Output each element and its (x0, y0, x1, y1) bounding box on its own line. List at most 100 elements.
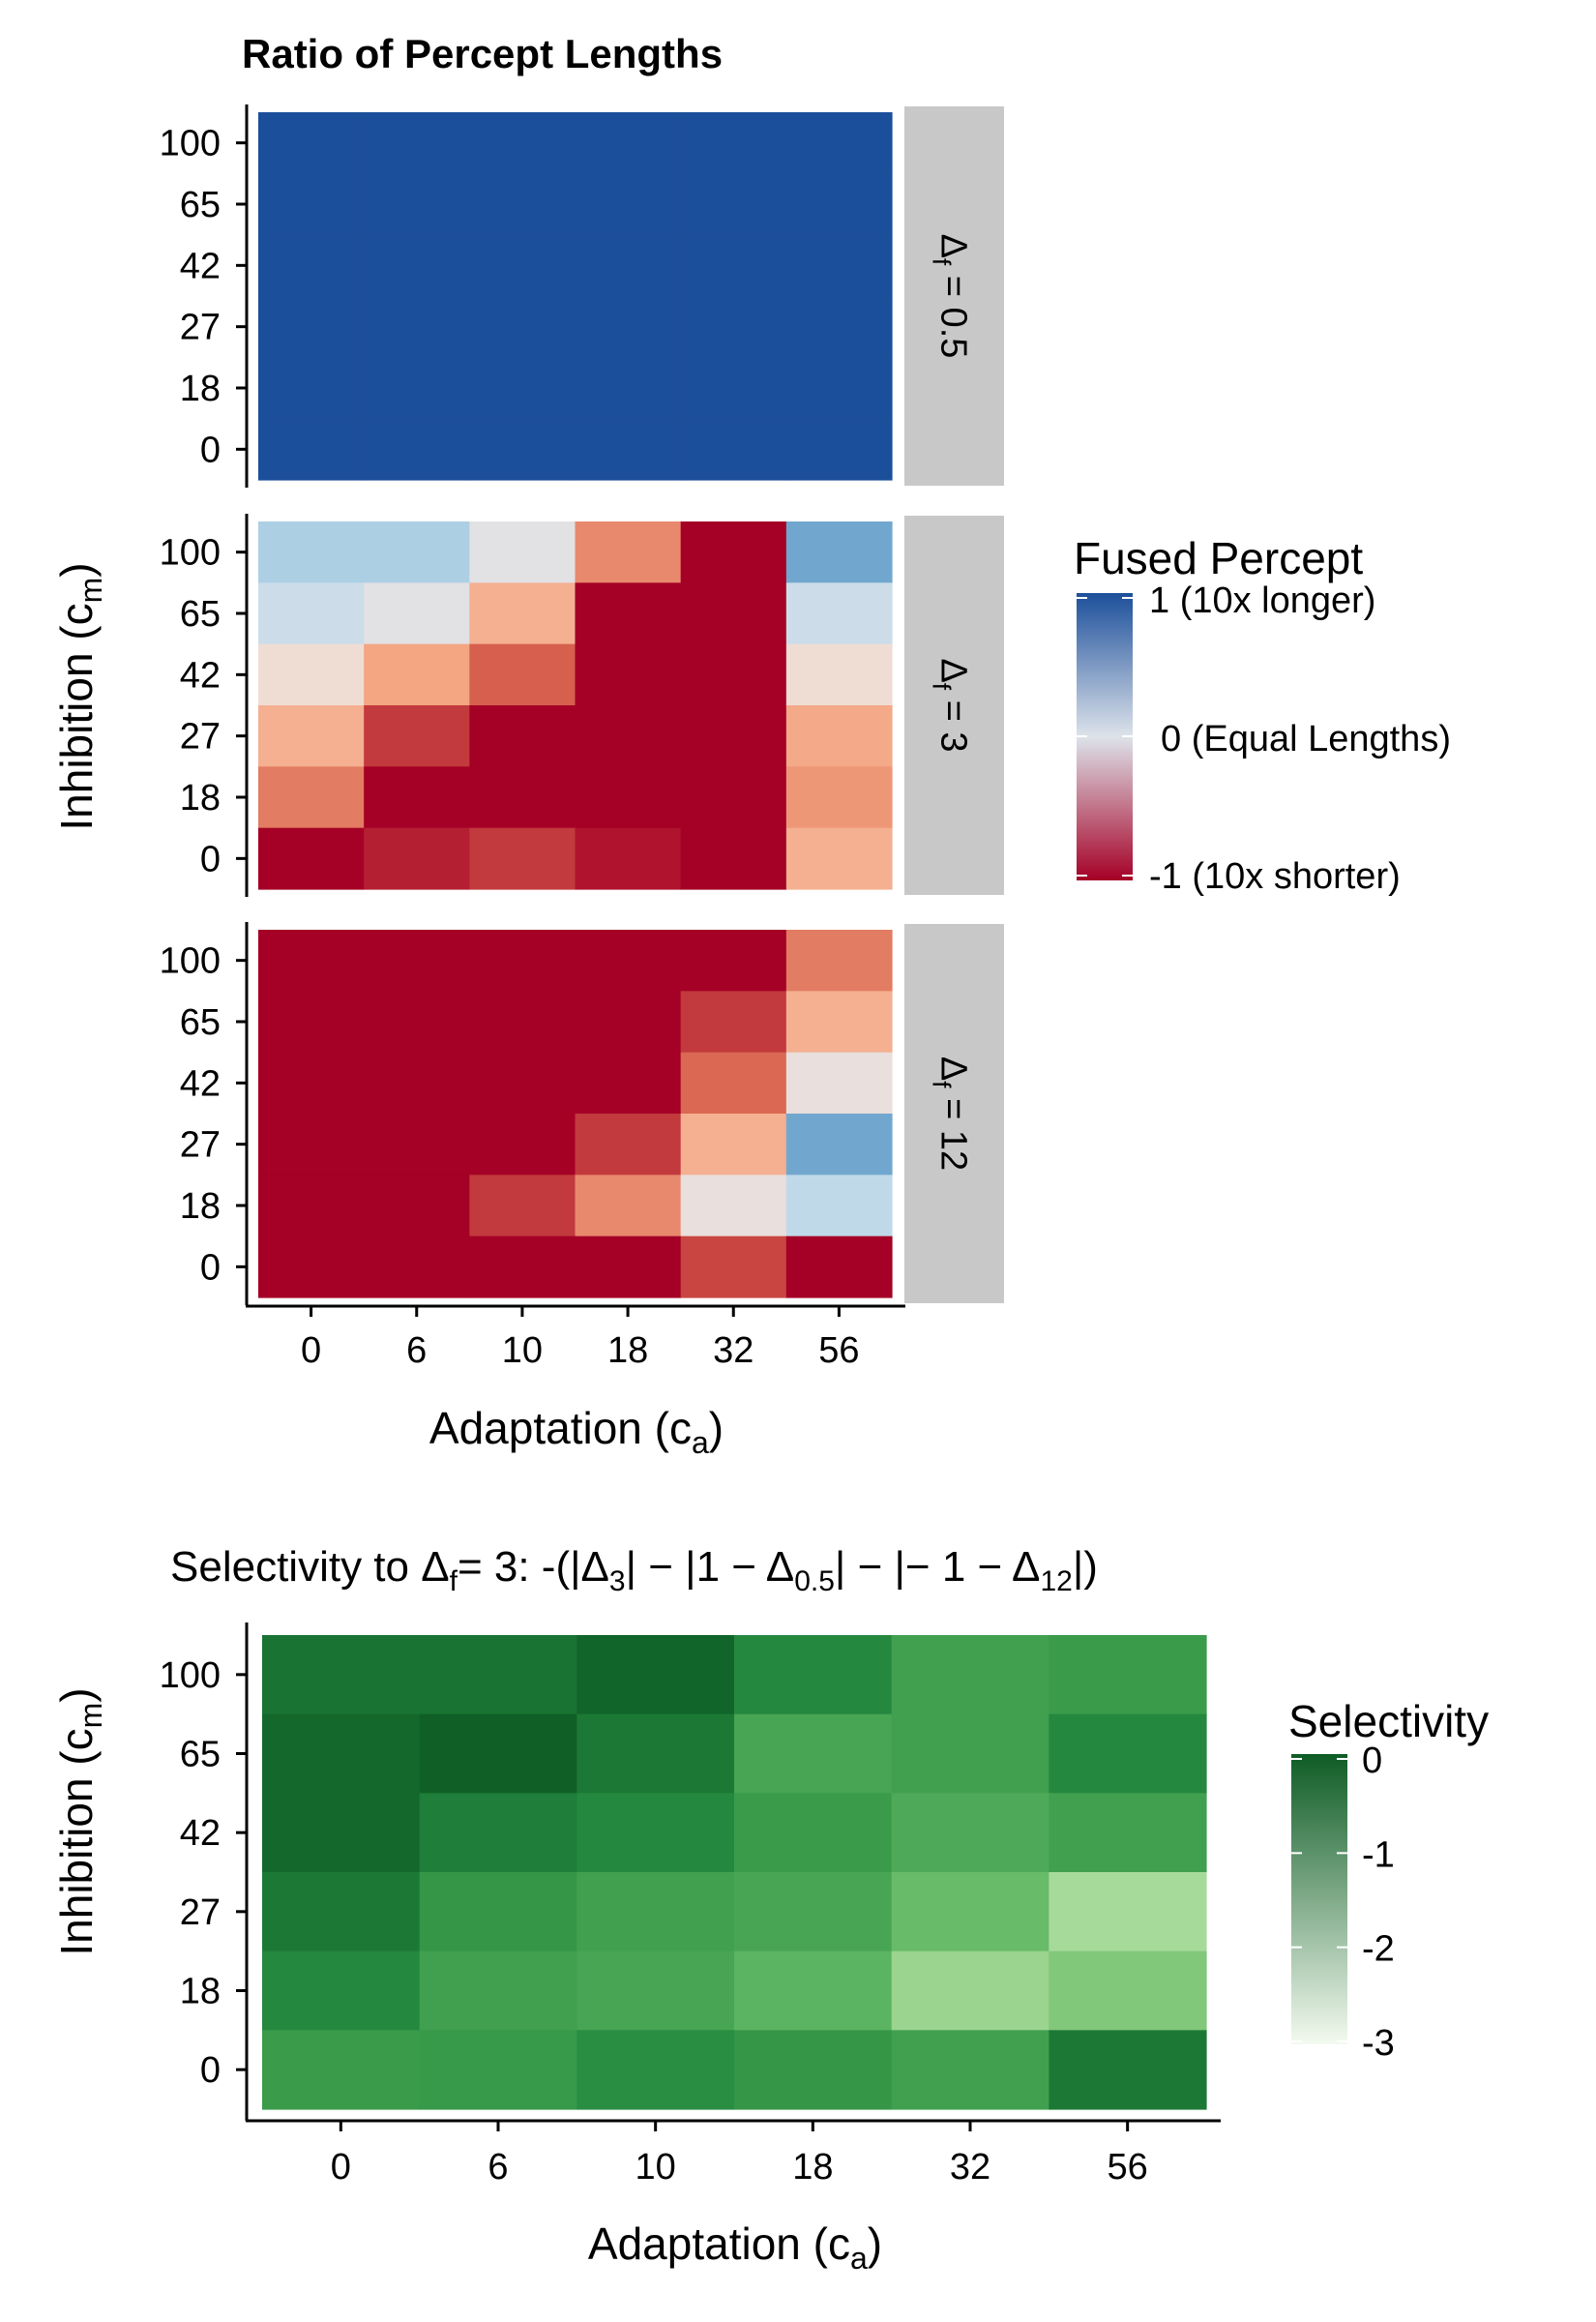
y-tick-label: 42 (180, 1813, 221, 1854)
facet-strip-label: Δf = 12 (928, 1057, 974, 1171)
heatmap-cell (469, 582, 576, 645)
x-tick-label: 32 (950, 2147, 990, 2188)
heatmap-cell (576, 1793, 735, 1873)
top-legend-title: Fused Percept (1074, 533, 1363, 583)
heatmap-cell (364, 418, 470, 481)
heatmap-cell (258, 705, 365, 767)
heatmap-cell (469, 827, 576, 890)
heatmap-cell (785, 418, 893, 481)
y-tick-label: 65 (180, 1735, 221, 1775)
heatmap-cell (575, 930, 682, 992)
bottom-x-axis-title-sub: a (850, 2241, 868, 2276)
y-tick-label: 0 (200, 430, 221, 470)
legend-tick-label: -3 (1362, 2023, 1395, 2064)
y-tick-label: 65 (180, 185, 221, 225)
heatmap-cell (576, 1950, 735, 2031)
heatmap-cell (891, 1713, 1049, 1794)
heatmap-cell (680, 521, 787, 583)
heatmap-cell (364, 112, 470, 174)
heatmap-cell (469, 112, 576, 174)
heatmap-cell (469, 296, 576, 358)
heatmap-cell (258, 1235, 365, 1298)
heatmap-cell (785, 991, 893, 1054)
heatmap-cell (575, 643, 682, 706)
heatmap-cell (364, 1235, 470, 1298)
heatmap-cell (262, 1872, 421, 1952)
heatmap-cell (469, 1175, 576, 1237)
heatmap-cell (785, 705, 893, 767)
heatmap-cell (680, 234, 787, 297)
heatmap-cell (364, 766, 470, 829)
heatmap-cell (364, 582, 470, 645)
heatmap-cell (419, 1872, 577, 1952)
y-tick-label: 42 (180, 246, 221, 286)
heatmap-cell (364, 643, 470, 706)
heatmap-cell (469, 991, 576, 1054)
heatmap-cell (575, 1114, 682, 1176)
bottom-legend-colorbar (1291, 1754, 1347, 2044)
heatmap-cell (1049, 1872, 1207, 1952)
heatmap-cell (1049, 1950, 1207, 2031)
heatmap-cell (469, 643, 576, 706)
x-tick-label: 0 (301, 1330, 321, 1371)
top-y-axis-title-sub: m (74, 578, 108, 604)
heatmap-cell (364, 1052, 470, 1115)
y-tick-label: 42 (180, 1063, 221, 1104)
bottom-x-ticks: 0 6 10 18 32 56 (331, 2121, 1148, 2188)
heatmap-cell (680, 1175, 787, 1237)
heatmap-cell (680, 1235, 787, 1298)
heatmap-cell (680, 418, 787, 481)
heatmap-cell (258, 173, 365, 236)
heatmap-cell (364, 521, 470, 583)
heatmap-cell (575, 991, 682, 1054)
facet-strip (904, 106, 1004, 486)
y-tick-label: 27 (180, 717, 221, 758)
heatmap-cell (785, 930, 893, 992)
heatmap-cell (469, 521, 576, 583)
y-tick-label: 18 (180, 778, 221, 819)
x-tick-label: 18 (792, 2147, 833, 2188)
top-chart-title: Ratio of Percept Lengths (242, 31, 723, 76)
heatmap-cell (891, 1793, 1049, 1873)
heatmap-cell (469, 930, 576, 992)
heatmap-cell (262, 1713, 421, 1794)
heatmap-cell (1049, 1635, 1207, 1715)
heatmap-cell (575, 234, 682, 297)
heatmap-cell (576, 2030, 735, 2110)
y-tick-label: 65 (180, 1002, 221, 1043)
heatmap-cell (469, 1052, 576, 1115)
heatmap-cell (734, 1950, 893, 2031)
heatmap-cell (364, 705, 470, 767)
y-tick-label: 65 (180, 594, 221, 635)
x-tick-label: 10 (502, 1330, 543, 1371)
x-tick-label: 6 (406, 1330, 427, 1371)
heatmap-cell (364, 827, 470, 890)
heatmap-cell (575, 418, 682, 481)
heatmap-cell (575, 766, 682, 829)
heatmap-cell (785, 582, 893, 645)
y-tick-label: 0 (200, 839, 221, 879)
heatmap-cell (575, 827, 682, 890)
heatmap-cell (258, 357, 365, 420)
heatmap-cell (469, 705, 576, 767)
heatmap-cell (469, 1235, 576, 1298)
x-tick-label: 56 (818, 1330, 859, 1371)
heatmap-cell (680, 705, 787, 767)
y-tick-label: 18 (180, 1972, 221, 2012)
x-tick-label: 10 (635, 2147, 676, 2188)
legend-tick-label: -2 (1362, 1929, 1395, 1970)
x-tick-label: 18 (607, 1330, 648, 1371)
heatmap-cell (258, 112, 365, 174)
heatmap-cell (262, 1635, 421, 1715)
heatmap-cell (1049, 2030, 1207, 2110)
bottom-y-axis-title: Inhibition (cm) (51, 1687, 108, 1955)
heatmap-cell (680, 991, 787, 1054)
heatmap-cell (575, 112, 682, 174)
heatmap-cell (891, 1635, 1049, 1715)
heatmap-cell (734, 1793, 893, 1873)
heatmap-cell (575, 705, 682, 767)
heatmap-cell (364, 173, 470, 236)
heatmap-cell (258, 521, 365, 583)
heatmap-cell (575, 1235, 682, 1298)
